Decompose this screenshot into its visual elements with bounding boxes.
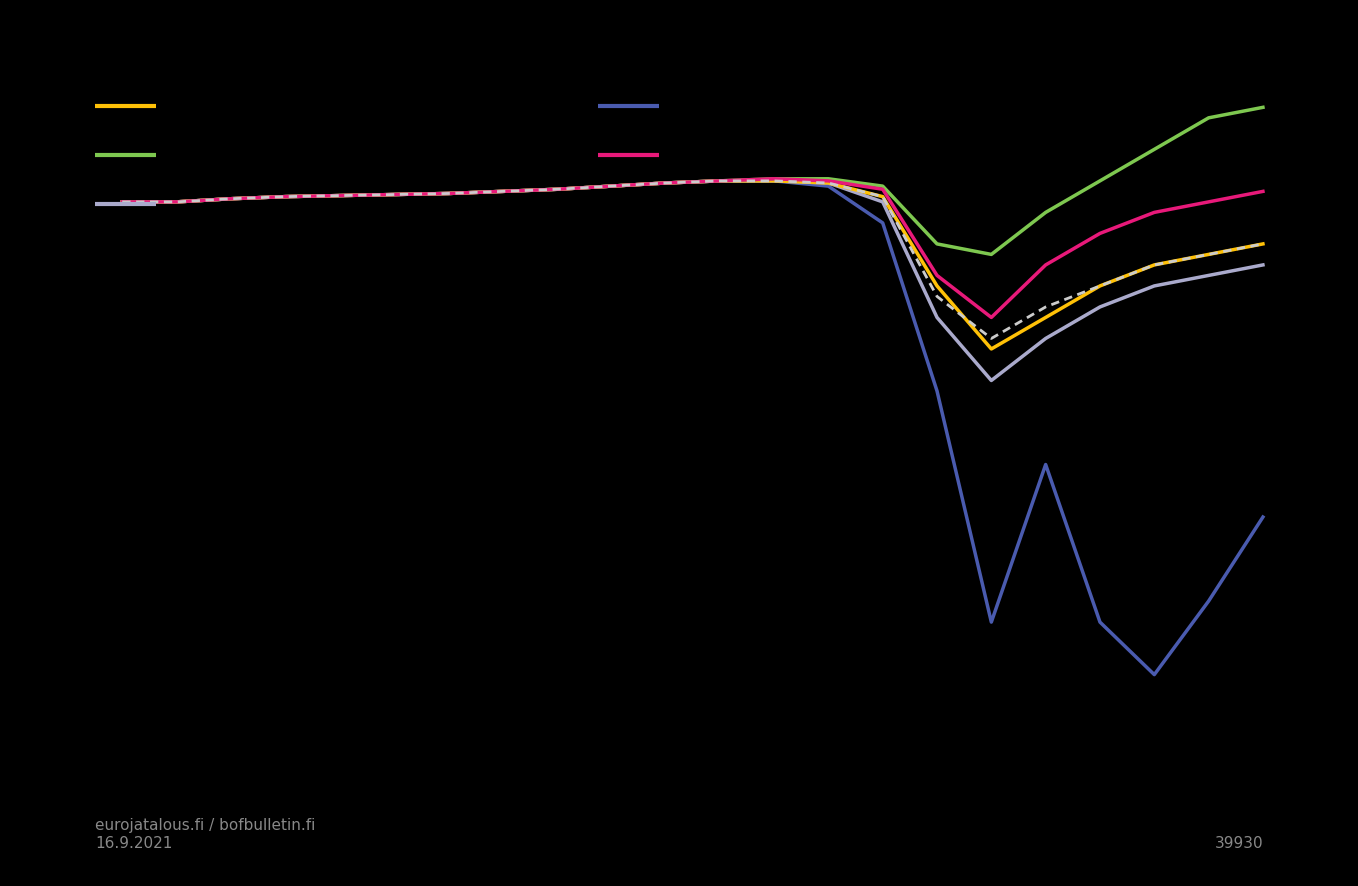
Text: 39930: 39930 — [1214, 835, 1263, 851]
Text: eurojatalous.fi / bofbulletin.fi
16.9.2021: eurojatalous.fi / bofbulletin.fi 16.9.20… — [95, 818, 315, 851]
